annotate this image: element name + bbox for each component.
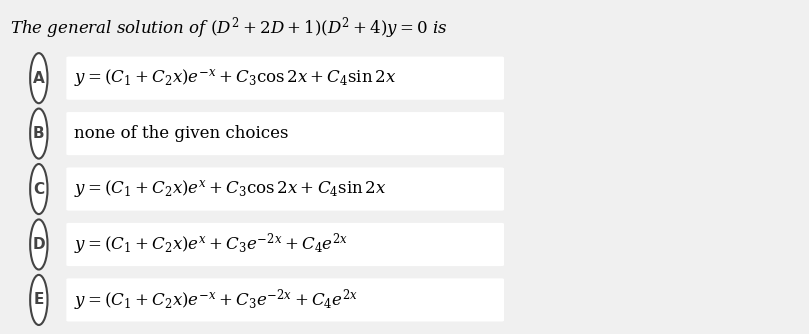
FancyBboxPatch shape (66, 278, 504, 322)
Ellipse shape (30, 164, 48, 214)
Text: The general solution of $(D^2+2D+1)(D^2+4)y=0$ is: The general solution of $(D^2+2D+1)(D^2+… (10, 15, 447, 41)
Text: $y=(C_1+C_2x)e^{x}+C_3\cos2x+C_4\sin2x$: $y=(C_1+C_2x)e^{x}+C_3\cos2x+C_4\sin2x$ (74, 178, 387, 200)
Text: $y=(C_1+C_2x)e^{-x}+C_3e^{-2x}+C_4e^{2x}$: $y=(C_1+C_2x)e^{-x}+C_3e^{-2x}+C_4e^{2x}… (74, 287, 358, 313)
FancyBboxPatch shape (7, 273, 802, 327)
FancyBboxPatch shape (7, 162, 802, 216)
Text: A: A (33, 71, 44, 86)
Ellipse shape (30, 53, 48, 103)
Ellipse shape (30, 109, 48, 159)
FancyBboxPatch shape (66, 223, 504, 266)
FancyBboxPatch shape (66, 56, 504, 100)
Text: E: E (34, 293, 44, 307)
Text: B: B (33, 126, 44, 141)
Ellipse shape (30, 275, 48, 325)
FancyBboxPatch shape (7, 106, 802, 161)
Ellipse shape (30, 219, 48, 270)
Text: C: C (33, 182, 44, 196)
Text: D: D (32, 237, 45, 252)
FancyBboxPatch shape (66, 167, 504, 211)
FancyBboxPatch shape (66, 112, 504, 155)
Text: $y=(C_1+C_2x)e^{x}+C_3e^{-2x}+C_4e^{2x}$: $y=(C_1+C_2x)e^{x}+C_3e^{-2x}+C_4e^{2x}$ (74, 231, 349, 258)
Text: $y=(C_1+C_2x)e^{-x}+C_3\cos2x+C_4\sin2x$: $y=(C_1+C_2x)e^{-x}+C_3\cos2x+C_4\sin2x$ (74, 67, 396, 89)
Text: none of the given choices: none of the given choices (74, 125, 289, 142)
FancyBboxPatch shape (7, 51, 802, 106)
FancyBboxPatch shape (7, 217, 802, 272)
